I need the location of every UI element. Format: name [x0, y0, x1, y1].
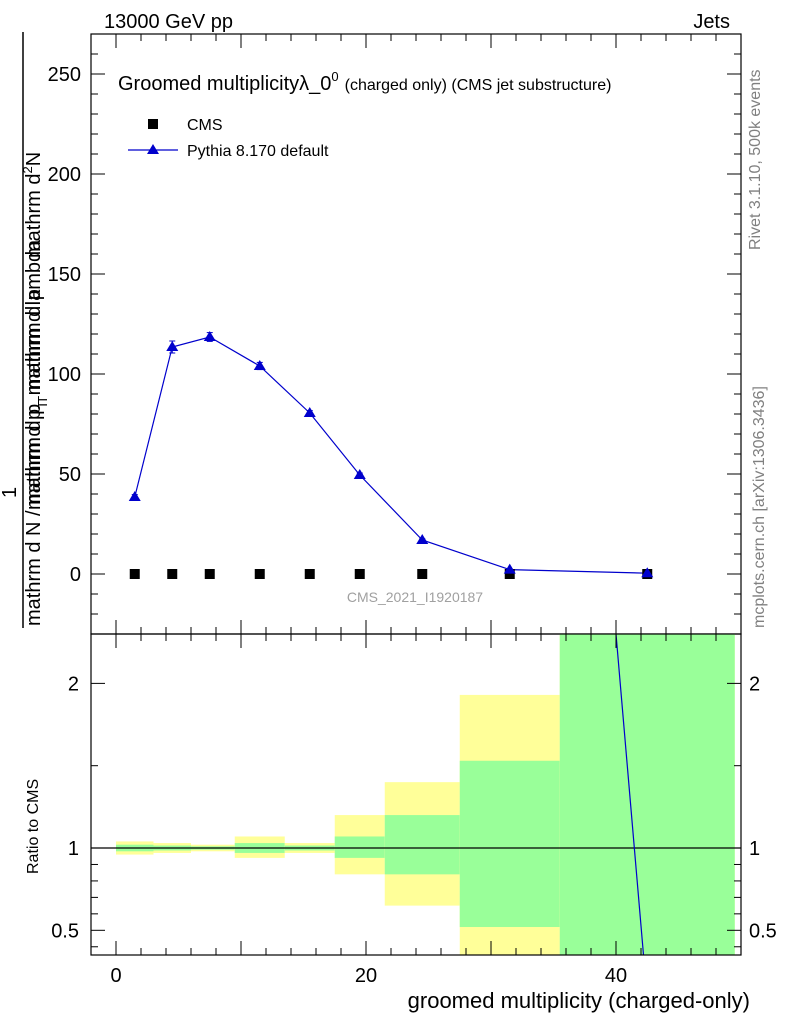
ratio-ytick-label-left: 2: [68, 673, 79, 695]
cms-point-1: [167, 569, 178, 579]
ratio-mc-line: [615, 633, 645, 956]
x-axis-label: groomed multiplicity (charged-only): [408, 988, 750, 1013]
ratio-band-inner-5: [334, 836, 385, 858]
ratio-ytick-label-left: 1: [68, 838, 79, 860]
pythia-point-5: [353, 469, 366, 479]
header-energy: 13000 GeV pp: [104, 11, 233, 33]
pythia-point-3: [253, 360, 266, 370]
ratio-axis-label: Ratio to CMS: [25, 779, 42, 874]
legend-entry-cms: CMS: [187, 117, 223, 134]
pythia-point-7: [503, 563, 516, 574]
main-ytick-label: 200: [48, 164, 81, 186]
cms-point-0: [129, 569, 140, 579]
main-ytick-label: 50: [59, 464, 81, 486]
ratio-band-inner-6: [384, 815, 460, 875]
ratio-panel: 0 20 40 0.5 0.5 1 1 2 2: [51, 633, 777, 987]
pythia-point-0: [128, 491, 141, 501]
pythia-point-1: [166, 341, 179, 351]
cms-point-2: [204, 569, 215, 579]
main-ytick-label: 0: [70, 564, 81, 586]
cms-point-6: [417, 569, 428, 579]
ratio-band-inner-7: [459, 760, 560, 928]
ratio-ytick-label-right: 1: [749, 838, 760, 860]
analysis-watermark: CMS_2021_I1920187: [347, 589, 483, 605]
main-ytick-label: 250: [48, 64, 81, 86]
legend-marker-pythia: [147, 144, 159, 154]
pythia-point-2: [203, 331, 216, 341]
y-label-denominator: mathrm d N / mathrm d pT mathrm d p: [23, 289, 50, 626]
legend-entry-pythia: Pythia 8.170 default: [187, 143, 329, 160]
y-label-one: 1: [0, 487, 21, 498]
mcplots-label: mcplots.cern.ch [arXiv:1306.3436]: [751, 386, 768, 628]
pythia-point-8: [641, 567, 654, 578]
main-ytick-label: 100: [48, 364, 81, 386]
xtick-label: 0: [110, 965, 121, 987]
pythia-point-6: [416, 534, 429, 544]
plot-title: Groomed multiplicityλ_00(charged only) (…: [118, 69, 611, 95]
cms-point-7: [504, 569, 515, 579]
ratio-ytick-label-right: 0.5: [749, 920, 777, 942]
rivet-label: Rivet 3.1.10, 500k events: [747, 69, 764, 250]
y-label-numerator: mathrm d2N: [20, 152, 45, 258]
pythia-line: [134, 336, 648, 574]
header-process: Jets: [693, 11, 730, 33]
xtick-label: 20: [355, 965, 377, 987]
cms-point-5: [354, 569, 365, 579]
ratio-band-inner-8: [559, 634, 735, 955]
ratio-ytick-label-right: 2: [749, 673, 760, 695]
main-ytick-label: 150: [48, 264, 81, 286]
legend: CMS Pythia 8.170 default: [128, 117, 329, 160]
legend-marker-cms: [148, 119, 158, 129]
main-panel: 0 50 100 150 200 250: [48, 33, 742, 635]
y-axis-label: mathrm d2N mathrm d pT mathrm d lambda 1…: [0, 32, 50, 628]
cms-point-4: [304, 569, 315, 579]
y-label-denominator-top: mathrm d pT mathrm d lambda: [23, 239, 50, 510]
cms-point-3: [254, 569, 265, 579]
ratio-ytick-label-left: 0.5: [51, 920, 79, 942]
pythia-point-4: [303, 407, 316, 417]
xtick-label: 40: [605, 965, 627, 987]
